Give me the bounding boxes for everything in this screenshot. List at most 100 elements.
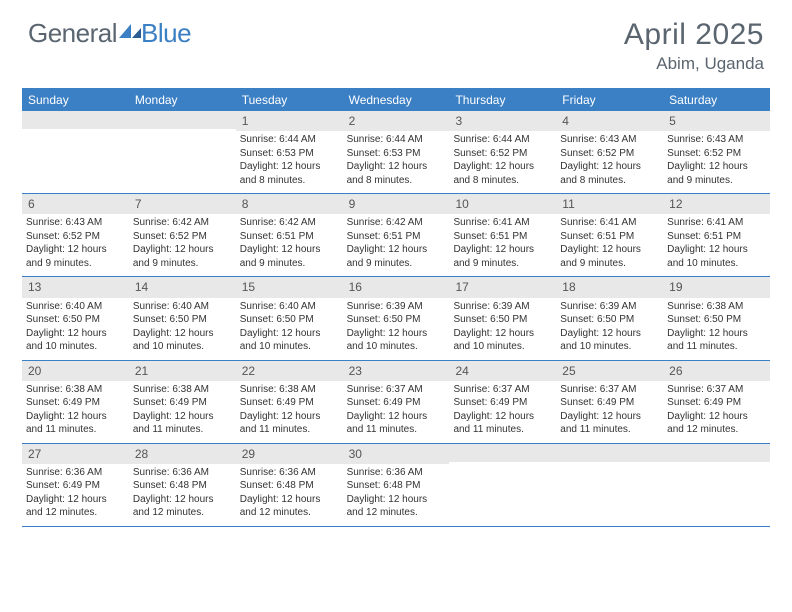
sunrise-text: Sunrise: 6:43 AM	[26, 216, 125, 230]
daylight-text: Daylight: 12 hours and 8 minutes.	[453, 160, 552, 187]
day-cell: 7Sunrise: 6:42 AMSunset: 6:52 PMDaylight…	[129, 194, 236, 276]
day-number: 9	[343, 194, 450, 214]
day-content: Sunrise: 6:36 AMSunset: 6:49 PMDaylight:…	[22, 464, 129, 526]
day-number: 2	[343, 111, 450, 131]
day-cell: 4Sunrise: 6:43 AMSunset: 6:52 PMDaylight…	[556, 111, 663, 193]
daylight-text: Daylight: 12 hours and 9 minutes.	[560, 243, 659, 270]
sunrise-text: Sunrise: 6:37 AM	[560, 383, 659, 397]
day-content: Sunrise: 6:39 AMSunset: 6:50 PMDaylight:…	[343, 298, 450, 360]
day-content: Sunrise: 6:42 AMSunset: 6:51 PMDaylight:…	[343, 214, 450, 276]
day-content: Sunrise: 6:42 AMSunset: 6:52 PMDaylight:…	[129, 214, 236, 276]
day-header: Thursday	[449, 89, 556, 111]
day-cell: 20Sunrise: 6:38 AMSunset: 6:49 PMDayligh…	[22, 361, 129, 443]
calendar-grid: SundayMondayTuesdayWednesdayThursdayFrid…	[22, 88, 770, 527]
day-content: Sunrise: 6:39 AMSunset: 6:50 PMDaylight:…	[449, 298, 556, 360]
brand-part1: General	[28, 18, 117, 49]
day-cell: 6Sunrise: 6:43 AMSunset: 6:52 PMDaylight…	[22, 194, 129, 276]
day-cell: 30Sunrise: 6:36 AMSunset: 6:48 PMDayligh…	[343, 444, 450, 526]
sunset-text: Sunset: 6:49 PM	[453, 396, 552, 410]
sunrise-text: Sunrise: 6:39 AM	[453, 300, 552, 314]
day-content: Sunrise: 6:43 AMSunset: 6:52 PMDaylight:…	[22, 214, 129, 276]
day-cell: 19Sunrise: 6:38 AMSunset: 6:50 PMDayligh…	[663, 277, 770, 359]
day-cell	[22, 111, 129, 193]
day-cell	[129, 111, 236, 193]
day-number: 16	[343, 277, 450, 297]
day-cell: 17Sunrise: 6:39 AMSunset: 6:50 PMDayligh…	[449, 277, 556, 359]
day-cell: 23Sunrise: 6:37 AMSunset: 6:49 PMDayligh…	[343, 361, 450, 443]
day-cell: 2Sunrise: 6:44 AMSunset: 6:53 PMDaylight…	[343, 111, 450, 193]
day-content: Sunrise: 6:43 AMSunset: 6:52 PMDaylight:…	[556, 131, 663, 193]
sunrise-text: Sunrise: 6:44 AM	[240, 133, 339, 147]
sunset-text: Sunset: 6:49 PM	[560, 396, 659, 410]
sunset-text: Sunset: 6:48 PM	[240, 479, 339, 493]
day-cell: 12Sunrise: 6:41 AMSunset: 6:51 PMDayligh…	[663, 194, 770, 276]
sunset-text: Sunset: 6:51 PM	[453, 230, 552, 244]
day-number: 7	[129, 194, 236, 214]
day-number: 8	[236, 194, 343, 214]
daylight-text: Daylight: 12 hours and 11 minutes.	[560, 410, 659, 437]
day-number: 28	[129, 444, 236, 464]
sunset-text: Sunset: 6:52 PM	[667, 147, 766, 161]
day-number: 30	[343, 444, 450, 464]
day-number: 27	[22, 444, 129, 464]
day-number	[556, 444, 663, 462]
daylight-text: Daylight: 12 hours and 10 minutes.	[347, 327, 446, 354]
day-content: Sunrise: 6:38 AMSunset: 6:50 PMDaylight:…	[663, 298, 770, 360]
day-cell: 18Sunrise: 6:39 AMSunset: 6:50 PMDayligh…	[556, 277, 663, 359]
day-content: Sunrise: 6:36 AMSunset: 6:48 PMDaylight:…	[129, 464, 236, 526]
day-content: Sunrise: 6:36 AMSunset: 6:48 PMDaylight:…	[343, 464, 450, 526]
brand-logo: General Blue	[28, 18, 191, 49]
day-cell	[663, 444, 770, 526]
week-row: 6Sunrise: 6:43 AMSunset: 6:52 PMDaylight…	[22, 194, 770, 277]
day-cell: 8Sunrise: 6:42 AMSunset: 6:51 PMDaylight…	[236, 194, 343, 276]
sunset-text: Sunset: 6:50 PM	[667, 313, 766, 327]
sunset-text: Sunset: 6:48 PM	[133, 479, 232, 493]
daylight-text: Daylight: 12 hours and 12 minutes.	[133, 493, 232, 520]
day-number: 20	[22, 361, 129, 381]
sunset-text: Sunset: 6:49 PM	[240, 396, 339, 410]
daylight-text: Daylight: 12 hours and 9 minutes.	[240, 243, 339, 270]
day-content: Sunrise: 6:41 AMSunset: 6:51 PMDaylight:…	[663, 214, 770, 276]
sunset-text: Sunset: 6:52 PM	[26, 230, 125, 244]
day-content: Sunrise: 6:44 AMSunset: 6:53 PMDaylight:…	[236, 131, 343, 193]
sunrise-text: Sunrise: 6:38 AM	[667, 300, 766, 314]
day-content: Sunrise: 6:40 AMSunset: 6:50 PMDaylight:…	[236, 298, 343, 360]
day-number: 14	[129, 277, 236, 297]
sunrise-text: Sunrise: 6:40 AM	[26, 300, 125, 314]
sunset-text: Sunset: 6:51 PM	[667, 230, 766, 244]
daylight-text: Daylight: 12 hours and 8 minutes.	[560, 160, 659, 187]
daylight-text: Daylight: 12 hours and 10 minutes.	[133, 327, 232, 354]
sunrise-text: Sunrise: 6:42 AM	[240, 216, 339, 230]
day-header-row: SundayMondayTuesdayWednesdayThursdayFrid…	[22, 89, 770, 111]
day-cell: 1Sunrise: 6:44 AMSunset: 6:53 PMDaylight…	[236, 111, 343, 193]
day-number: 17	[449, 277, 556, 297]
day-number: 15	[236, 277, 343, 297]
sunrise-text: Sunrise: 6:41 AM	[453, 216, 552, 230]
sunrise-text: Sunrise: 6:40 AM	[240, 300, 339, 314]
day-content: Sunrise: 6:40 AMSunset: 6:50 PMDaylight:…	[22, 298, 129, 360]
brand-part2: Blue	[141, 18, 191, 49]
week-row: 1Sunrise: 6:44 AMSunset: 6:53 PMDaylight…	[22, 111, 770, 194]
sunrise-text: Sunrise: 6:43 AM	[667, 133, 766, 147]
sunrise-text: Sunrise: 6:37 AM	[453, 383, 552, 397]
sunset-text: Sunset: 6:49 PM	[347, 396, 446, 410]
day-cell: 21Sunrise: 6:38 AMSunset: 6:49 PMDayligh…	[129, 361, 236, 443]
sunset-text: Sunset: 6:50 PM	[133, 313, 232, 327]
day-number: 29	[236, 444, 343, 464]
month-title: April 2025	[624, 18, 764, 52]
sunrise-text: Sunrise: 6:42 AM	[347, 216, 446, 230]
day-cell: 24Sunrise: 6:37 AMSunset: 6:49 PMDayligh…	[449, 361, 556, 443]
sunset-text: Sunset: 6:48 PM	[347, 479, 446, 493]
week-row: 27Sunrise: 6:36 AMSunset: 6:49 PMDayligh…	[22, 444, 770, 527]
sunrise-text: Sunrise: 6:37 AM	[347, 383, 446, 397]
day-cell	[556, 444, 663, 526]
sunrise-text: Sunrise: 6:43 AM	[560, 133, 659, 147]
day-cell: 25Sunrise: 6:37 AMSunset: 6:49 PMDayligh…	[556, 361, 663, 443]
title-block: April 2025 Abim, Uganda	[624, 18, 764, 74]
daylight-text: Daylight: 12 hours and 12 minutes.	[240, 493, 339, 520]
daylight-text: Daylight: 12 hours and 9 minutes.	[347, 243, 446, 270]
day-cell: 10Sunrise: 6:41 AMSunset: 6:51 PMDayligh…	[449, 194, 556, 276]
day-cell: 5Sunrise: 6:43 AMSunset: 6:52 PMDaylight…	[663, 111, 770, 193]
day-cell: 28Sunrise: 6:36 AMSunset: 6:48 PMDayligh…	[129, 444, 236, 526]
sunrise-text: Sunrise: 6:41 AM	[667, 216, 766, 230]
